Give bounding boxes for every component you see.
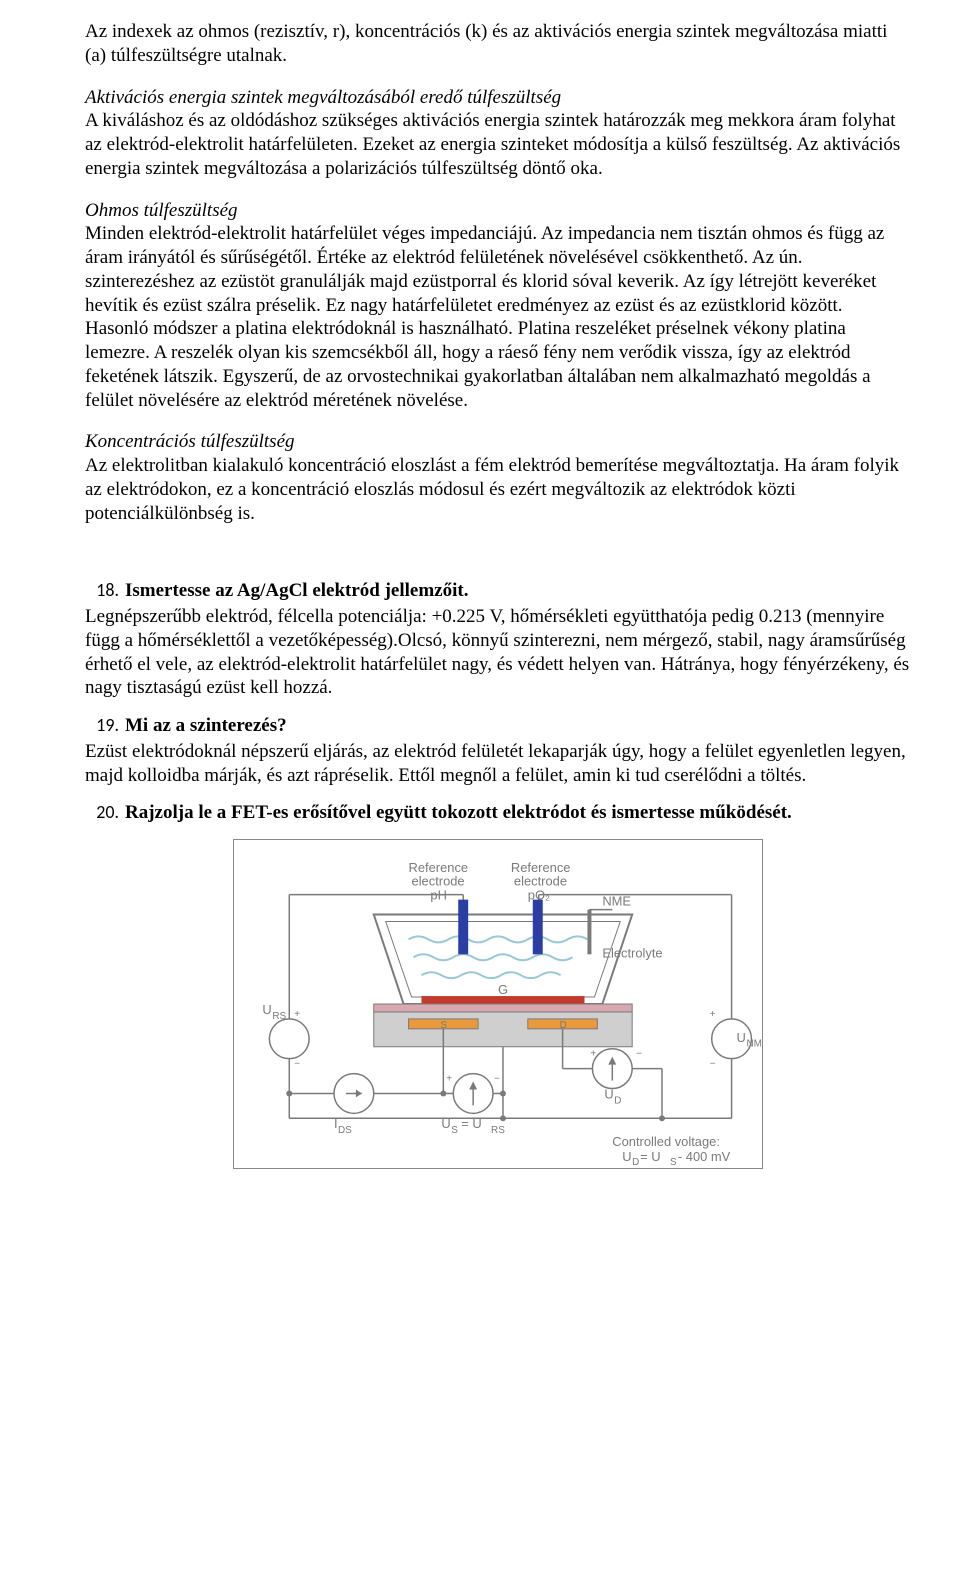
label-us-eq: U [441,1116,450,1131]
questions-list: 18. Ismertesse az Ag/AgCl elektród jelle… [85,579,910,825]
label-ref-po2-1: Reference [510,860,570,875]
svg-text:+: + [709,1009,715,1020]
label-controlled: Controlled voltage: [612,1134,720,1149]
svg-text:−: − [494,1074,500,1085]
konc-section: Koncentrációs túlfeszültség Az elektroli… [85,430,910,525]
svg-text:S: S [451,1125,458,1136]
activation-text: A kiváláshoz és az oldódáshoz szükséges … [85,110,900,179]
intro-paragraph: Az indexek az ohmos (rezisztív, r), konc… [85,20,910,68]
label-nme: NME [602,894,631,909]
question-20: 20. Rajzolja le a FET-es erősítővel együ… [125,801,910,825]
question-title: Rajzolja le a FET-es erősítővel együtt t… [125,802,792,823]
question-title: Mi az a szinterezés? [125,715,287,736]
label-ud: U [604,1086,613,1101]
ohmos-section: Ohmos túlfeszültség Minden elektród-elek… [85,199,910,413]
svg-text:RS: RS [491,1125,505,1136]
svg-text:−: − [294,1059,300,1070]
question-18: 18. Ismertesse az Ag/AgCl elektród jelle… [125,579,910,700]
svg-text:D: D [632,1157,639,1168]
label-g: G [498,982,508,997]
konc-heading: Koncentrációs túlfeszültség [85,431,295,452]
figure-container: U RS + − U NME + − Reference electrode p… [85,839,910,1176]
label-electrolyte: Electrolyte [602,945,662,960]
label-ud-sub: D [614,1095,621,1106]
label-ids-sub: DS [337,1125,351,1136]
question-answer: Legnépszerűbb elektród, félcella potenci… [85,605,910,700]
label-unme-sub: NME [746,1039,763,1050]
ohmos-text: Minden elektród-elektrolit határfelület … [85,223,884,410]
svg-text:= U: = U [461,1116,481,1131]
label-ref-po2-3: pO₂ [527,888,549,903]
activation-section: Aktivációs energia szintek megváltozásáb… [85,86,910,181]
ohmos-heading: Ohmos túlfeszültség [85,200,238,221]
question-19: 19. Mi az a szinterezés? Ezüst elektródo… [125,714,910,787]
svg-text:+: + [294,1009,300,1020]
label-unme: U [736,1030,745,1045]
question-number: 20. [85,801,119,824]
label-urs: U [262,1002,271,1017]
svg-text:= U: = U [640,1149,660,1164]
svg-text:−: − [636,1049,642,1060]
label-ref-po2-2: electrode [513,874,566,889]
label-ref-ph-2: electrode [411,874,464,889]
label-ref-ph-3: pH [430,888,447,903]
label-urs-sub: RS [272,1011,286,1022]
konc-text: Az elektrolitban kialakuló koncentráció … [85,455,899,524]
svg-text:−: − [709,1059,715,1070]
activation-heading: Aktivációs energia szintek megváltozásáb… [85,87,561,108]
fet-electrode-diagram: U RS + − U NME + − Reference electrode p… [233,839,763,1169]
question-answer: Ezüst elektródoknál népszerű eljárás, az… [85,740,910,788]
question-number: 18. [85,579,119,602]
label-ref-ph-1: Reference [408,860,468,875]
svg-text:+: + [590,1049,596,1060]
question-title: Ismertesse az Ag/AgCl elektród jellemzői… [125,580,468,601]
svg-text:- 400 mV: - 400 mV [677,1149,730,1164]
svg-text:S: S [669,1157,676,1168]
label-controlled-eq: U [622,1149,631,1164]
svg-text:+: + [446,1074,452,1085]
question-number: 19. [85,714,119,737]
